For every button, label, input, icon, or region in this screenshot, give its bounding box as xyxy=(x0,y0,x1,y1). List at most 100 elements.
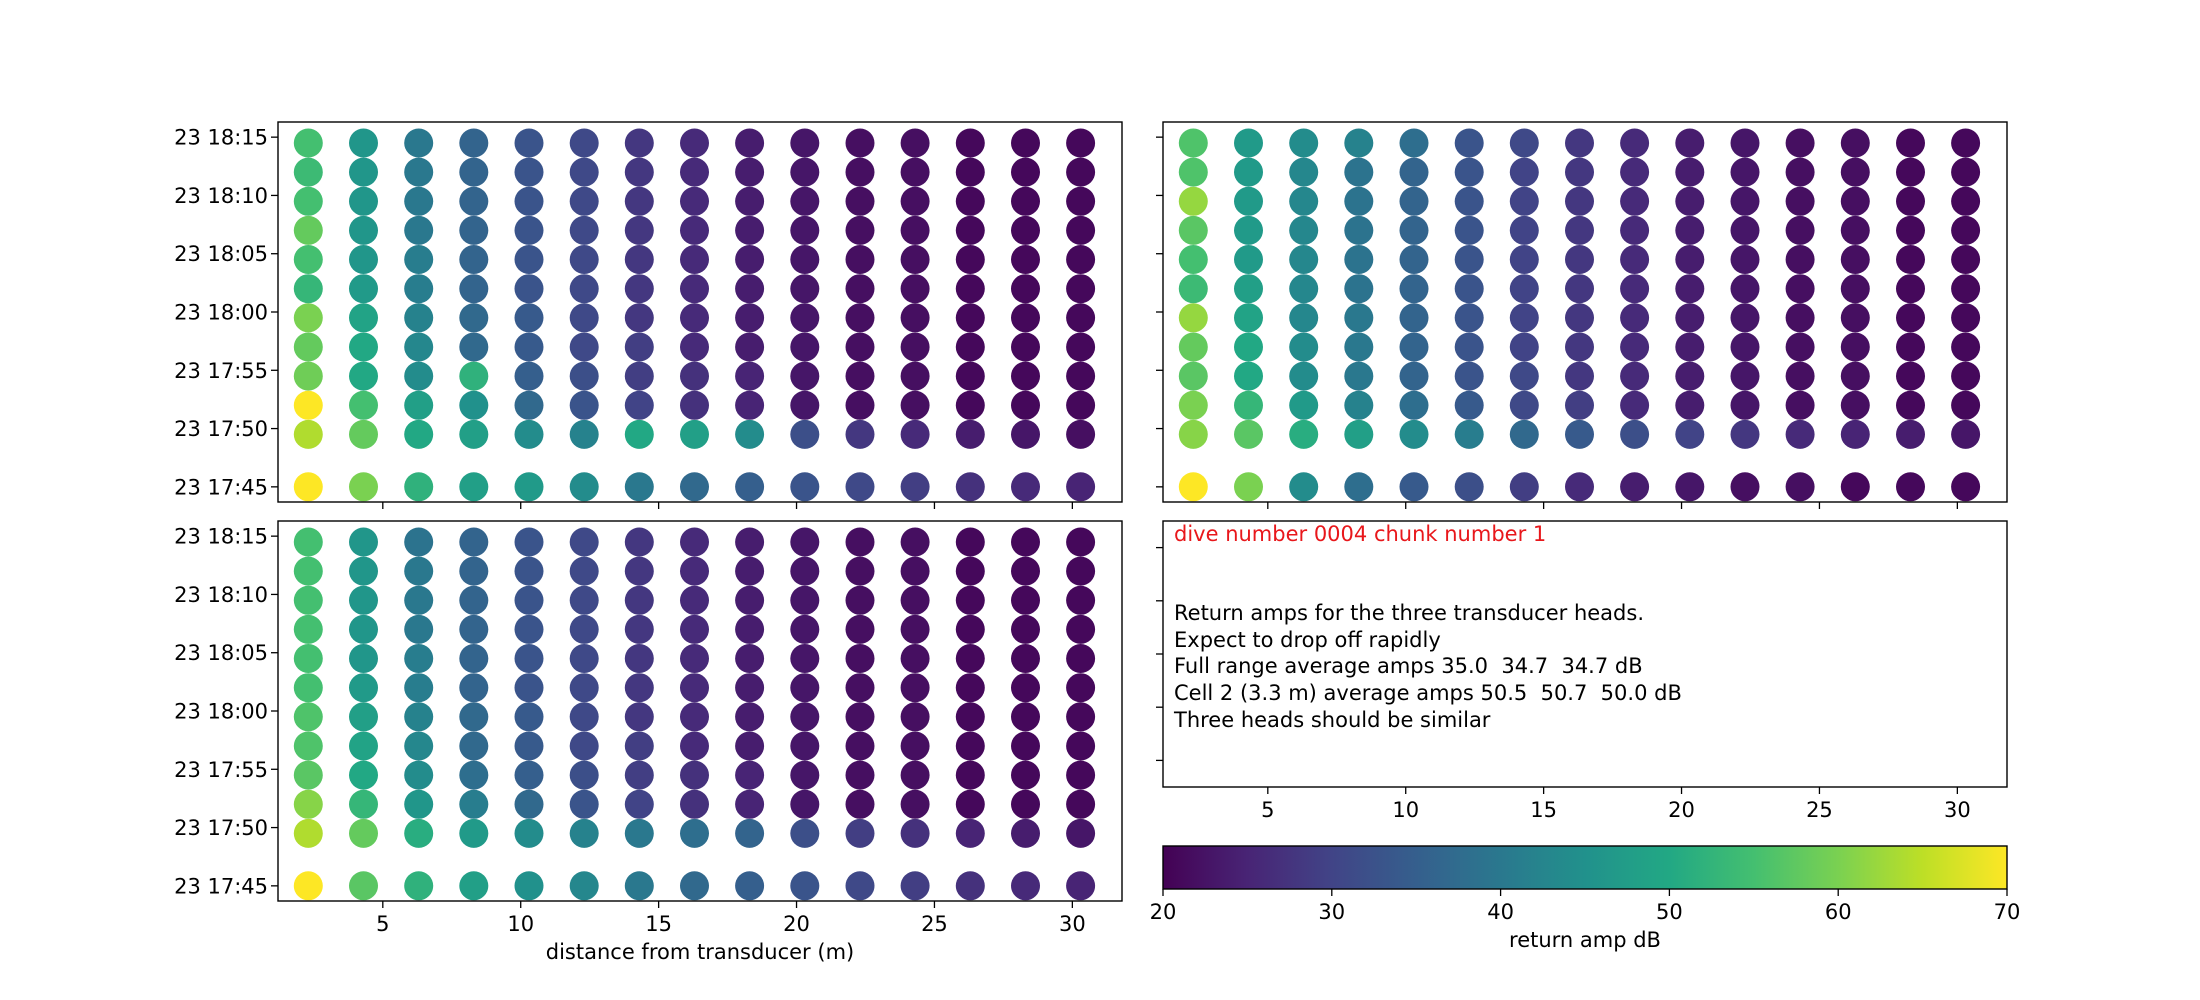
data-point xyxy=(293,527,323,557)
data-point xyxy=(569,644,599,673)
data-point xyxy=(1234,128,1263,158)
data-point xyxy=(1730,186,1760,216)
data-point xyxy=(404,186,434,216)
data-point xyxy=(293,673,323,703)
data-point xyxy=(514,702,544,732)
y-tick-label: 23 18:00 xyxy=(174,301,268,325)
data-point xyxy=(1675,419,1705,449)
data-point xyxy=(790,419,820,449)
data-point xyxy=(624,332,654,362)
data-point xyxy=(1509,361,1539,391)
data-point xyxy=(459,585,489,615)
data-point xyxy=(404,731,434,761)
data-point xyxy=(1011,157,1040,187)
data-point xyxy=(955,673,985,703)
data-point xyxy=(1675,303,1705,333)
data-point xyxy=(790,157,820,187)
data-point xyxy=(514,614,544,644)
data-point xyxy=(790,332,820,362)
data-point xyxy=(293,789,323,819)
data-point xyxy=(404,419,434,449)
data-point xyxy=(293,274,323,304)
data-point xyxy=(569,527,599,557)
data-point xyxy=(735,673,765,703)
data-point xyxy=(1344,245,1374,274)
data-point xyxy=(1234,303,1263,333)
data-point xyxy=(624,527,654,557)
data-point xyxy=(349,871,378,901)
data-point xyxy=(735,332,765,362)
data-point xyxy=(680,585,709,615)
data-point xyxy=(459,186,489,216)
data-point xyxy=(1785,157,1815,187)
data-point xyxy=(349,731,378,761)
data-point xyxy=(1178,157,1208,187)
data-point xyxy=(1011,871,1040,901)
data-point xyxy=(404,527,434,557)
data-point xyxy=(955,472,985,502)
data-point xyxy=(790,390,820,420)
data-point xyxy=(1785,361,1815,391)
data-point xyxy=(1565,128,1594,158)
data-point xyxy=(845,390,875,420)
data-point xyxy=(680,527,709,557)
colorbar-tick-label: 50 xyxy=(1656,900,1683,924)
data-point xyxy=(1289,186,1319,216)
data-point xyxy=(1066,128,1096,158)
data-point xyxy=(1178,472,1208,502)
data-point xyxy=(349,390,378,420)
colorbar-tick-label: 70 xyxy=(1994,900,2021,924)
data-point xyxy=(1066,390,1096,420)
data-point xyxy=(1066,332,1096,362)
data-point xyxy=(1620,274,1650,304)
data-point xyxy=(1011,818,1040,848)
data-point xyxy=(1896,419,1925,449)
data-point xyxy=(624,702,654,732)
data-point xyxy=(735,472,765,502)
y-tick-label: 23 17:50 xyxy=(174,417,268,441)
data-point xyxy=(845,871,875,901)
data-point xyxy=(624,556,654,586)
data-point xyxy=(955,157,985,187)
data-point xyxy=(1620,332,1650,362)
data-point xyxy=(1509,472,1539,502)
data-point xyxy=(1399,332,1429,362)
data-point xyxy=(514,472,544,502)
data-point xyxy=(624,614,654,644)
data-point xyxy=(680,614,709,644)
data-point xyxy=(790,614,820,644)
data-point xyxy=(569,789,599,819)
data-point xyxy=(735,361,765,391)
data-point xyxy=(845,556,875,586)
data-point xyxy=(1620,390,1650,420)
data-point xyxy=(680,274,709,304)
data-point xyxy=(1565,472,1594,502)
data-point xyxy=(459,760,489,790)
data-point xyxy=(293,614,323,644)
data-point xyxy=(680,702,709,732)
data-point xyxy=(955,274,985,304)
data-point xyxy=(1011,673,1040,703)
data-point xyxy=(404,245,434,274)
data-point xyxy=(1066,760,1096,790)
data-point xyxy=(1399,157,1429,187)
data-point xyxy=(1840,245,1870,274)
data-point xyxy=(680,128,709,158)
data-point xyxy=(1289,128,1319,158)
data-point xyxy=(514,157,544,187)
data-point xyxy=(1454,472,1484,502)
data-point xyxy=(1896,332,1925,362)
data-point xyxy=(624,789,654,819)
data-point xyxy=(1730,157,1760,187)
data-point xyxy=(1730,303,1760,333)
data-point xyxy=(1454,332,1484,362)
data-point xyxy=(459,527,489,557)
x-tick-label: 30 xyxy=(1944,798,1971,822)
data-point xyxy=(569,157,599,187)
data-point xyxy=(1454,186,1484,216)
data-point xyxy=(790,818,820,848)
data-point xyxy=(1344,128,1374,158)
data-point xyxy=(1234,332,1263,362)
data-point xyxy=(459,390,489,420)
data-point xyxy=(1066,556,1096,586)
